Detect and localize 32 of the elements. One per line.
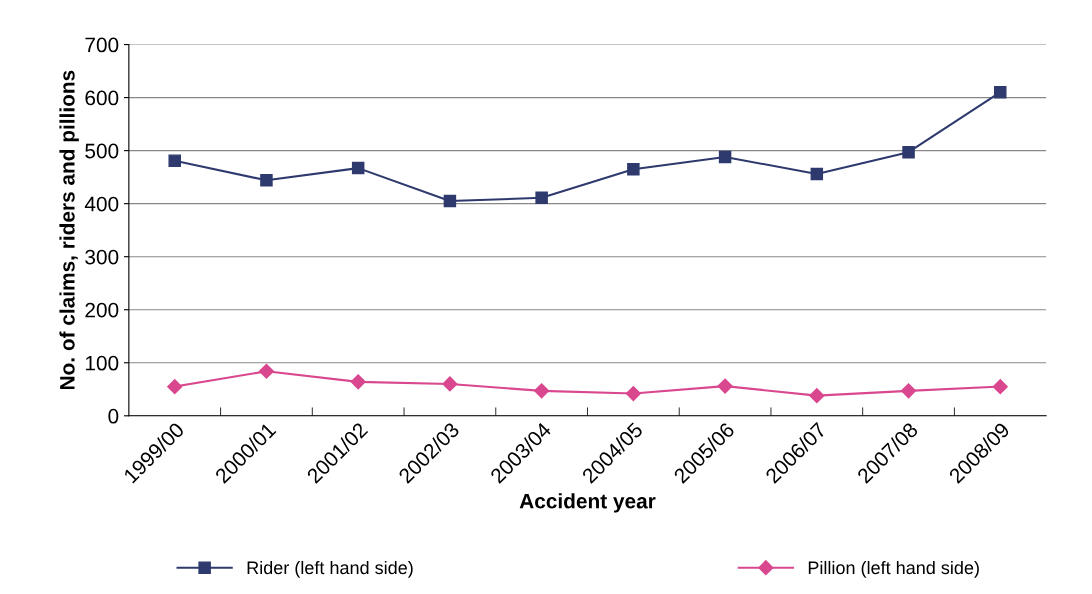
point: [627, 162, 640, 176]
legend-label: Pillion (left hand side): [808, 560, 979, 578]
point: [167, 379, 183, 395]
point: [992, 379, 1008, 395]
point: [718, 150, 732, 164]
y-tick-label: 600: [85, 90, 119, 106]
point: [809, 388, 825, 404]
point: [902, 145, 915, 159]
point: [442, 376, 458, 392]
point: [260, 174, 273, 187]
point: [994, 86, 1007, 99]
point: [625, 385, 641, 402]
y-tick-label: 0: [108, 408, 119, 424]
point: [443, 194, 457, 208]
y-tick-label: 200: [85, 302, 119, 318]
x-axis-title: Accident year: [519, 493, 656, 513]
point: [350, 374, 366, 390]
y-axis-title: No. of claims, riders and pillions: [59, 70, 79, 390]
y-tick-label: 400: [84, 196, 119, 212]
y-tick-label: 300: [85, 249, 119, 265]
y-tick-label: 500: [85, 143, 119, 159]
point: [900, 383, 917, 399]
legend-label: Rider (left hand side): [247, 560, 413, 578]
point: [717, 378, 733, 394]
point: [258, 363, 275, 379]
point: [535, 191, 548, 205]
point: [351, 161, 365, 175]
y-tick-label: 100: [85, 355, 119, 371]
point: [810, 167, 824, 181]
y-tick-label: 700: [85, 37, 119, 53]
point: [534, 383, 550, 399]
point: [168, 154, 181, 167]
